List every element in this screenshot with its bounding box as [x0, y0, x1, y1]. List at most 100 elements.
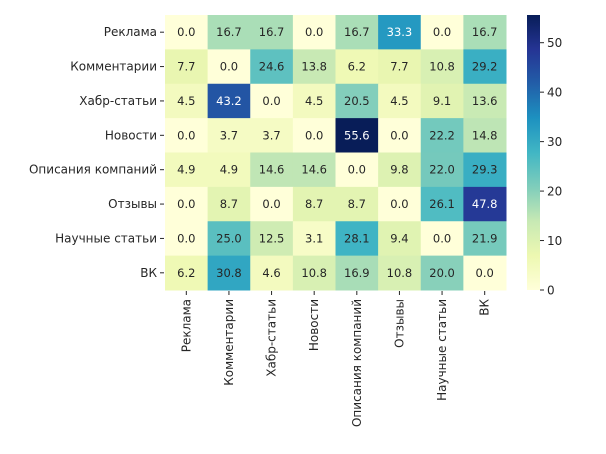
heatmap-cell	[250, 186, 294, 222]
cell-annotation: 24.6	[259, 60, 285, 74]
heatmap-cell	[378, 118, 422, 153]
x-tick-label: Научные статьи	[435, 299, 449, 401]
cell-annotation: 7.7	[390, 60, 408, 74]
cell-annotation: 0.0	[262, 197, 280, 211]
heatmap-cell	[207, 118, 251, 153]
cell-annotation: 10.8	[301, 266, 327, 280]
cell-annotation: 26.1	[429, 197, 455, 211]
cell-annotation: 13.8	[301, 60, 327, 74]
heatmap-cell	[463, 186, 507, 222]
heatmap-cells	[165, 15, 507, 291]
cell-annotation: 30.8	[216, 266, 242, 280]
cell-annotation: 8.7	[348, 197, 366, 211]
x-tick-label: Новости	[307, 299, 321, 351]
cell-annotation: 9.8	[390, 163, 408, 177]
y-tick-label: Новости	[105, 128, 157, 142]
heatmap-cell	[420, 83, 464, 119]
cell-annotation: 55.6	[344, 128, 370, 142]
cell-annotation: 14.6	[259, 163, 285, 177]
heatmap-cell	[207, 49, 251, 85]
cell-annotation: 0.0	[177, 128, 195, 142]
cell-annotation: 13.6	[472, 94, 498, 108]
heatmap-cell	[378, 186, 422, 222]
heatmap-cell	[165, 186, 209, 222]
cell-annotation: 4.9	[220, 163, 238, 177]
cell-annotation: 47.8	[472, 197, 498, 211]
heatmap-cell	[292, 83, 336, 119]
cell-annotation: 16.7	[216, 25, 242, 39]
cell-annotation: 4.5	[177, 94, 195, 108]
colorbar-tick-label: 40	[547, 86, 562, 100]
cell-annotation: 0.0	[177, 25, 195, 39]
cell-annotation: 0.0	[476, 266, 494, 280]
y-tick-label: Научные статьи	[55, 231, 157, 245]
heatmap-cell	[165, 49, 209, 85]
cell-annotation: 0.0	[390, 197, 408, 211]
colorbar-tick-label: 10	[547, 234, 562, 248]
heatmap-cell	[335, 118, 379, 153]
cell-annotation: 0.0	[177, 197, 195, 211]
x-tick-label: ВК	[478, 299, 492, 316]
x-tick-label: Отзывы	[392, 299, 406, 348]
cell-annotation: 9.4	[390, 231, 408, 245]
heatmap-cell	[335, 83, 379, 119]
heatmap-cell	[463, 152, 507, 188]
y-tick-label: Комментарии	[70, 60, 157, 74]
cell-annotation: 14.6	[301, 163, 327, 177]
heatmap-cell	[463, 15, 507, 50]
colorbar-tick-label: 30	[547, 135, 562, 149]
heatmap-cell	[378, 255, 422, 291]
cell-annotation: 6.2	[348, 60, 366, 74]
cell-annotation: 0.0	[305, 25, 323, 39]
x-tick-label: Реклама	[179, 299, 193, 352]
heatmap-cell	[165, 221, 209, 257]
heatmap-cell	[292, 15, 336, 50]
cell-annotation: 4.9	[177, 163, 195, 177]
y-tick-label: Отзывы	[108, 197, 157, 211]
cell-annotation: 6.2	[177, 266, 195, 280]
cell-annotation: 43.2	[216, 94, 242, 108]
heatmap-cell	[165, 152, 209, 188]
heatmap-cell	[463, 221, 507, 257]
cell-annotation: 22.2	[429, 128, 455, 142]
heatmap-cell	[292, 186, 336, 222]
heatmap-cell	[292, 221, 336, 257]
heatmap-cell	[250, 118, 294, 153]
heatmap-cell	[378, 15, 422, 50]
heatmap-cell	[207, 83, 251, 119]
cell-annotation: 21.9	[472, 231, 498, 245]
cell-annotation: 12.5	[259, 231, 285, 245]
heatmap-cell	[292, 118, 336, 153]
cell-annotation: 0.0	[348, 163, 366, 177]
cell-annotation: 20.0	[429, 266, 455, 280]
heatmap-cell	[420, 255, 464, 291]
cell-annotation: 9.1	[433, 94, 451, 108]
cell-annotation: 16.7	[259, 25, 285, 39]
cell-annotation: 0.0	[390, 128, 408, 142]
heatmap-cell	[335, 221, 379, 257]
heatmap-cell	[292, 255, 336, 291]
heatmap-cell	[250, 152, 294, 188]
heatmap-cell	[420, 152, 464, 188]
heatmap-cell	[165, 83, 209, 119]
colorbar-tick-label: 20	[547, 185, 562, 199]
cell-annotation: 0.0	[433, 231, 451, 245]
heatmap-cell	[335, 186, 379, 222]
cell-annotation: 3.1	[305, 231, 323, 245]
colorbar-tick-label: 0	[547, 284, 555, 298]
heatmap-cell	[165, 255, 209, 291]
x-tick-label: Описания компаний	[350, 299, 364, 427]
cell-annotation: 22.0	[429, 163, 455, 177]
heatmap-cell	[463, 255, 507, 291]
cell-annotation: 7.7	[177, 60, 195, 74]
y-axis: Реклама Комментарии Хабр-статьи Новости Опис…	[29, 25, 164, 280]
y-tick-label: Хабр-статьи	[79, 94, 157, 108]
cell-annotation: 8.7	[220, 197, 238, 211]
heatmap-cell	[207, 186, 251, 222]
cell-annotation: 16.7	[344, 25, 370, 39]
cell-annotation: 10.8	[387, 266, 413, 280]
heatmap-cell	[378, 83, 422, 119]
heatmap-cell	[463, 49, 507, 85]
cell-annotation: 10.8	[429, 60, 455, 74]
